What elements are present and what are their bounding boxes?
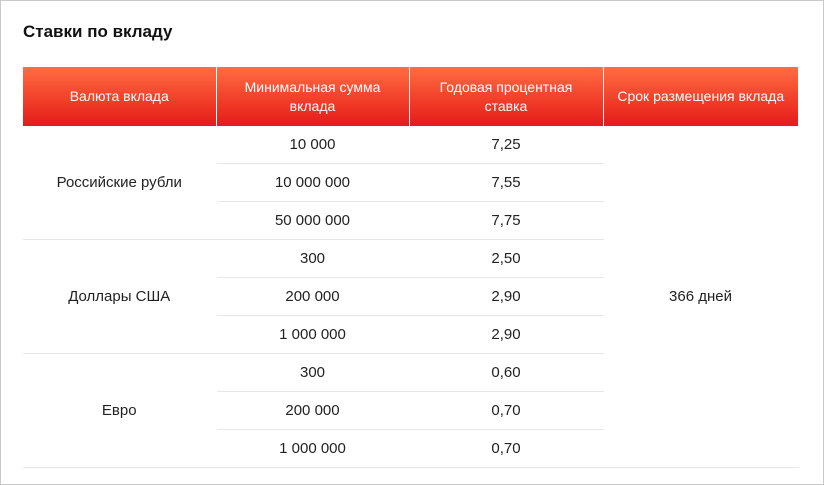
min-amount-cell: 1 000 000 [216,429,410,468]
rate-cell: 0,70 [409,429,604,468]
currency-cell-usd: Доллары США [23,239,217,354]
min-amount-cell: 10 000 [216,126,410,164]
table-row: 10 000 000 7,55 [23,163,798,202]
min-amount-cell: 1 000 000 [216,315,410,354]
currency-cell-rub: Российские рубли [23,126,217,240]
rate-cell: 7,25 [409,126,604,164]
rate-cell: 2,50 [409,239,604,278]
currency-cell-eur: Евро [23,353,217,468]
rate-cell: 7,75 [409,201,604,240]
header-currency: Валюта вклада [23,67,217,126]
rates-table: Валюта вклада Минимальная сумма вклада Г… [23,67,799,468]
table-row: Российские рубли 10 000 7,25 366 дней [23,126,799,468]
rate-cell: 7,55 [409,163,604,202]
min-amount-cell: 10 000 000 [216,163,410,202]
min-amount-cell: 300 [216,239,410,278]
table-row: 50 000 000 7,75 [23,201,798,240]
table-row: 1 000 000 2,90 [23,315,798,354]
table-row: 200 000 2,90 [23,277,798,316]
min-amount-cell: 200 000 [216,391,410,430]
rate-cell: 0,70 [409,391,604,430]
term-cell: 366 дней [603,126,799,468]
header-term: Срок размещения вклада [603,67,798,126]
min-amount-cell: 200 000 [216,277,410,316]
min-amount-cell: 50 000 000 [216,201,410,240]
rate-cell: 0,60 [409,353,604,392]
header-annual-rate: Годовая процентная ставка [409,67,604,126]
table-row: Евро 300 0,60 [23,353,798,468]
table-row: 1 000 000 0,70 [23,429,798,468]
page-title: Ставки по вкладу [23,22,173,41]
table-row: Доллары США 300 2,50 [23,239,798,354]
min-amount-cell: 300 [216,353,410,392]
rate-cell: 2,90 [409,315,604,354]
header-min-amount: Минимальная сумма вклада [216,67,410,126]
table-row: 200 000 0,70 [23,391,798,430]
table-header-row: Валюта вклада Минимальная сумма вклада Г… [23,67,798,126]
rate-cell: 2,90 [409,277,604,316]
